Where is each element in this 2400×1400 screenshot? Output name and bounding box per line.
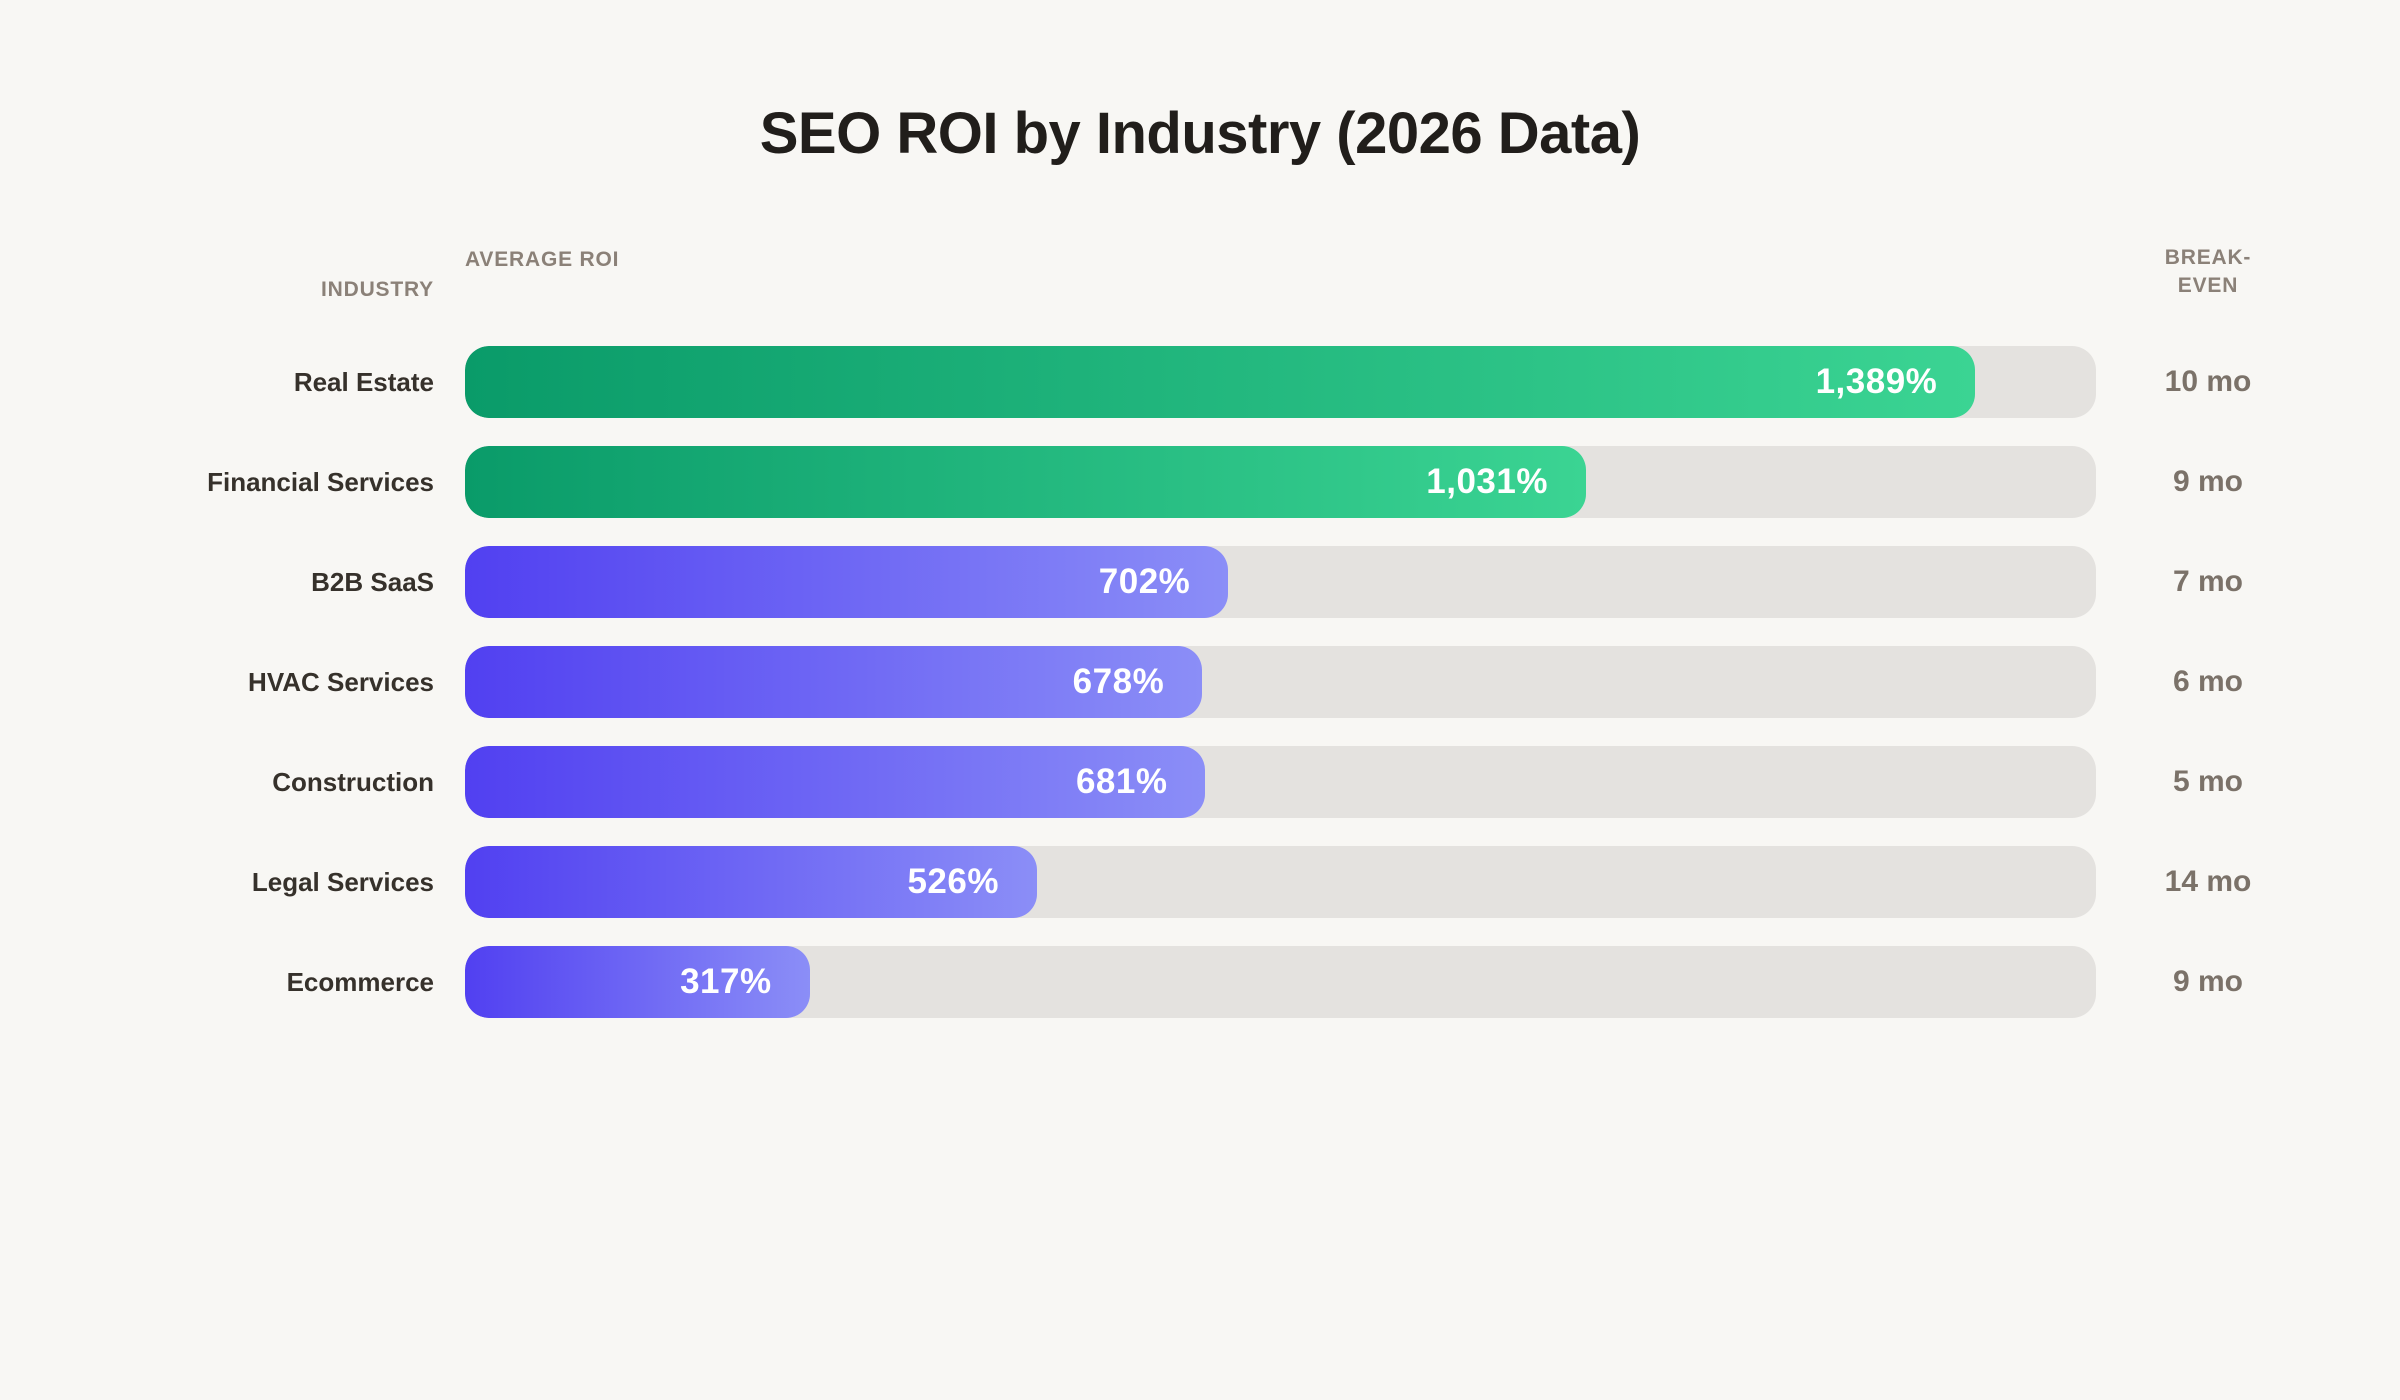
table-row: Ecommerce 317% 9 mo	[0, 932, 2320, 1032]
table-row: B2B SaaS 702% 7 mo	[0, 532, 2320, 632]
roi-bar-fill: 702%	[465, 546, 1229, 618]
roi-table: INDUSTRY AVERAGE ROI BREAK-EVEN Real Est…	[0, 222, 2320, 1032]
break-even-value: 5 mo	[2172, 765, 2244, 798]
break-even-value: 10 mo	[2164, 365, 2252, 398]
industry-label: Legal Services	[251, 866, 434, 897]
roi-value-label: 317%	[680, 962, 772, 1001]
roi-bar-fill: 1,031%	[465, 446, 1586, 518]
roi-value-label: 678%	[1072, 662, 1165, 701]
break-even-value: 7 mo	[2172, 565, 2244, 598]
roi-bar-cell: 1,389%	[434, 346, 2096, 418]
roi-bar-track: 1,389%	[465, 346, 2096, 418]
roi-bar-cell: 681%	[434, 746, 2096, 818]
column-header-average-roi: AVERAGE ROI	[465, 248, 620, 271]
column-header-industry: INDUSTRY	[321, 278, 434, 301]
table-row: HVAC Services 678% 6 mo	[0, 632, 2320, 732]
roi-value-label: 1,031%	[1426, 462, 1548, 501]
roi-value-label: 1,389%	[1815, 362, 1938, 401]
table-row: Legal Services 526% 14 mo	[0, 832, 2320, 932]
roi-value-label: 526%	[907, 862, 999, 901]
table-row: Real Estate 1,389% 10 mo	[0, 332, 2320, 432]
industry-label: HVAC Services	[248, 666, 434, 697]
roi-bar-track: 678%	[465, 646, 2096, 718]
roi-bar-cell: 1,031%	[434, 446, 2096, 518]
industry-label: Financial Services	[207, 466, 434, 497]
industry-label: Construction	[272, 766, 434, 797]
table-body: Real Estate 1,389% 10 mo Financial Servi…	[0, 332, 2320, 1032]
industry-label: Ecommerce	[286, 966, 434, 997]
roi-bar-cell: 526%	[434, 846, 2096, 918]
roi-bar-cell: 678%	[434, 646, 2096, 718]
roi-bar-fill: 681%	[465, 746, 1206, 818]
roi-value-label: 681%	[1075, 762, 1168, 801]
roi-bar-fill: 317%	[465, 946, 810, 1018]
roi-bar-track: 702%	[465, 546, 2096, 618]
industry-label: Real Estate	[293, 366, 434, 397]
break-even-value: 14 mo	[2164, 865, 2252, 898]
roi-bar-fill: 678%	[465, 646, 1203, 718]
column-header-break-even: BREAK-EVEN	[2164, 246, 2252, 298]
table-row: Financial Services 1,031% 9 mo	[0, 432, 2320, 532]
roi-bar-track: 1,031%	[465, 446, 2096, 518]
industry-label: B2B SaaS	[311, 566, 434, 597]
page-title: SEO ROI by Industry (2026 Data)	[759, 101, 1641, 166]
break-even-value: 6 mo	[2172, 665, 2244, 698]
roi-bar-cell: 317%	[434, 946, 2096, 1018]
break-even-value: 9 mo	[2172, 465, 2244, 498]
roi-bar-track: 681%	[465, 746, 2096, 818]
roi-bar-track: 526%	[465, 846, 2096, 918]
roi-bar-fill: 1,389%	[465, 346, 1976, 418]
break-even-value: 9 mo	[2172, 965, 2244, 998]
roi-value-label: 702%	[1098, 562, 1191, 601]
roi-bar-fill: 526%	[465, 846, 1037, 918]
table-header-row: INDUSTRY AVERAGE ROI BREAK-EVEN	[0, 222, 2320, 314]
table-row: Construction 681% 5 mo	[0, 732, 2320, 832]
roi-bar-track: 317%	[465, 946, 2096, 1018]
roi-bar-cell: 702%	[434, 546, 2096, 618]
